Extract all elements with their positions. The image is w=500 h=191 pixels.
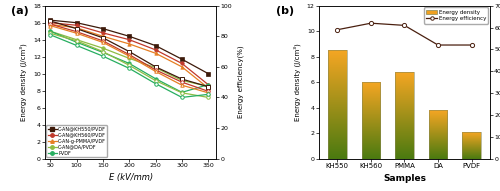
- Y-axis label: Energy density (J/cm³): Energy density (J/cm³): [20, 43, 28, 121]
- Text: (b): (b): [276, 6, 294, 16]
- Bar: [429, 110, 447, 159]
- Bar: [462, 132, 481, 159]
- Bar: [328, 50, 346, 159]
- Y-axis label: Energy efficiency(%): Energy efficiency(%): [238, 46, 244, 118]
- Bar: [395, 72, 413, 159]
- Bar: [362, 82, 380, 159]
- Y-axis label: Energy density (J/cm³): Energy density (J/cm³): [294, 43, 301, 121]
- Text: (a): (a): [11, 6, 28, 16]
- Legend: Energy density, Energy efficiency: Energy density, Energy efficiency: [424, 7, 488, 23]
- Legend: C-AN@KH550/PVDF, C-AN@KH560/PVDF, C-AN-g-PMMA/PVDF, C-AN@DA/PVDF, PVDF: C-AN@KH550/PVDF, C-AN@KH560/PVDF, C-AN-g…: [46, 125, 108, 157]
- X-axis label: E (kV/mm): E (kV/mm): [108, 173, 152, 182]
- X-axis label: Samples: Samples: [383, 174, 426, 183]
